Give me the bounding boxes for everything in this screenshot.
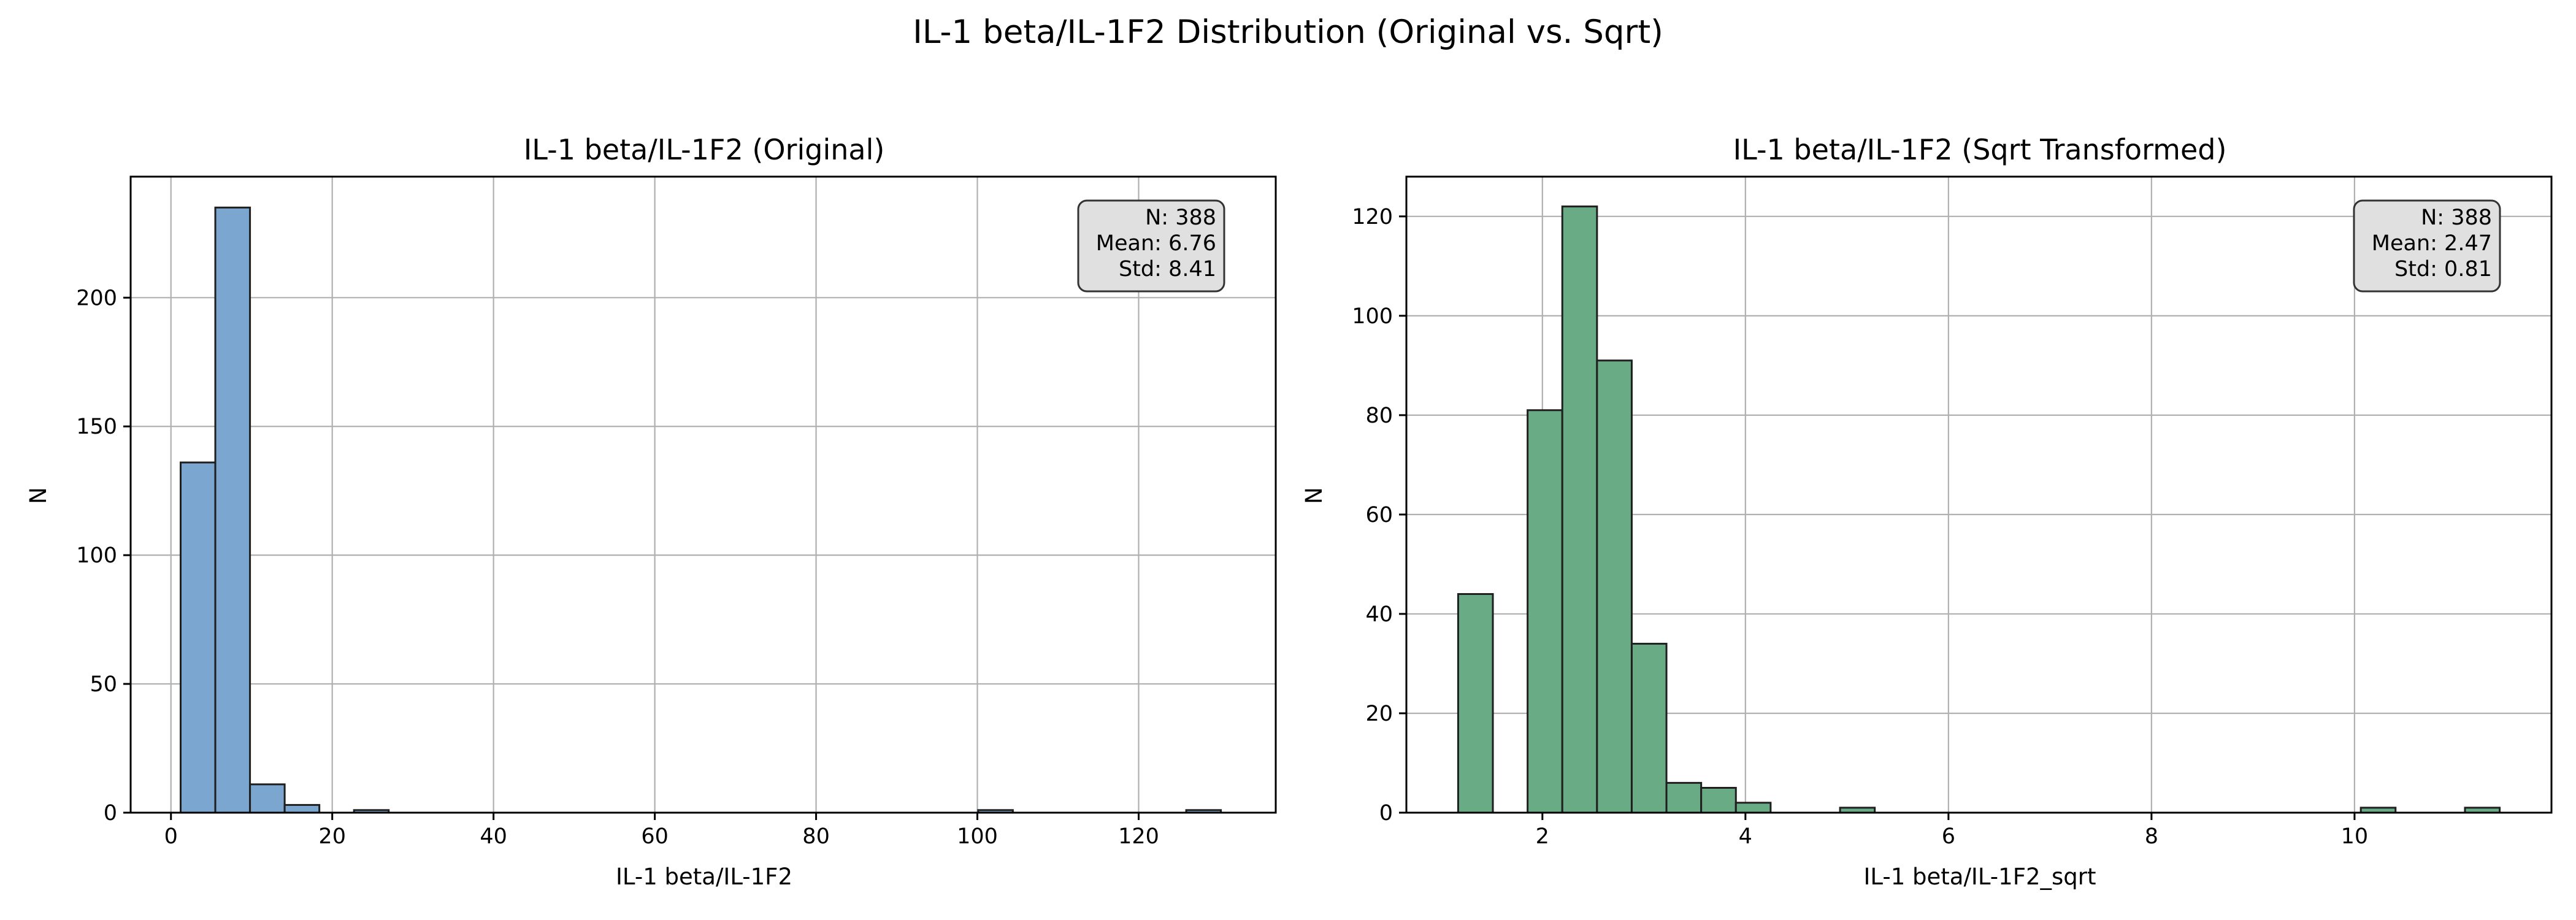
stats-box-background: [1077, 199, 1225, 293]
x-tick-label: 0: [164, 824, 178, 849]
x-tick-label: 4: [1739, 824, 1752, 849]
y-tick-label: 200: [76, 286, 117, 310]
x-tick-label: 40: [480, 824, 507, 849]
histogram-bar: [1735, 802, 1772, 814]
histogram-bar: [1630, 643, 1668, 814]
x-axis-label: IL-1 beta/IL-1F2_sqrt: [1864, 864, 2096, 890]
histogram-bar: [214, 206, 251, 814]
x-tick-label: 100: [957, 824, 998, 849]
y-tick-label: 0: [1379, 801, 1393, 826]
plot-frame: [1405, 175, 2553, 814]
ticks: 0 20 40 60 80 100 120 0 50 100 150 200: [76, 286, 1159, 849]
stats-mean: Mean: 6.76: [1096, 231, 1216, 256]
histogram-bar: [1527, 409, 1563, 814]
stats-n: N: 388: [1145, 205, 1216, 230]
x-axis-label: IL-1 beta/IL-1F2: [616, 864, 792, 890]
figure-title: IL-1 beta/IL-1F2 Distribution (Original …: [913, 13, 1663, 51]
stats-box: N: 388 Mean: 6.76 Std: 8.41: [1077, 199, 1225, 293]
plot-frame: [129, 175, 1277, 814]
x-tick-label: 60: [641, 824, 669, 849]
x-tick-label: 10: [2341, 824, 2369, 849]
histogram-bars: [180, 206, 1222, 814]
histogram-bar: [249, 783, 286, 814]
stats-std: Std: 0.81: [2394, 257, 2492, 282]
x-tick-label: 120: [1118, 824, 1159, 849]
histogram-bars: [1457, 205, 2501, 814]
y-tick-label: 100: [76, 543, 117, 568]
x-tick-label: 2: [1536, 824, 1549, 849]
panel-title: IL-1 beta/IL-1F2 (Original): [524, 133, 885, 166]
y-tick-label: 120: [1352, 205, 1393, 229]
y-tick-label: 100: [1352, 304, 1393, 329]
histogram-bar: [1700, 786, 1737, 814]
y-tick-label: 150: [76, 415, 117, 439]
y-tick-label: 50: [90, 672, 117, 697]
stats-n: N: 388: [2421, 205, 2492, 230]
histogram-bar: [180, 461, 217, 814]
stats-box-background: [2353, 199, 2501, 293]
y-tick-label: 40: [1365, 602, 1393, 627]
stats-box: N: 388 Mean: 2.47 Std: 0.81: [2353, 199, 2501, 293]
y-axis-label: N: [1301, 487, 1327, 504]
stats-mean: Mean: 2.47: [2372, 231, 2492, 256]
y-axis-label: N: [25, 487, 52, 504]
x-tick-label: 6: [1942, 824, 1955, 849]
x-tick-label: 80: [802, 824, 830, 849]
stats-std: Std: 8.41: [1119, 257, 1216, 282]
y-tick-label: 20: [1365, 702, 1393, 726]
panel-title: IL-1 beta/IL-1F2 (Sqrt Transformed): [1733, 133, 2227, 166]
histogram-bar: [1596, 359, 1633, 814]
panel-original: 0 20 40 60 80 100 120 0 50 100 150 200 IL-1 beta/IL…: [25, 133, 1277, 890]
histogram-bar: [1561, 205, 1598, 814]
y-tick-label: 60: [1365, 503, 1393, 527]
y-tick-label: 80: [1365, 404, 1393, 428]
histogram-bar: [283, 803, 321, 814]
histogram-bar: [1457, 593, 1494, 814]
y-tick-label: 0: [104, 801, 117, 826]
histogram-bar: [1665, 781, 1703, 814]
x-tick-label: 8: [2145, 824, 2158, 849]
x-tick-label: 20: [318, 824, 346, 849]
